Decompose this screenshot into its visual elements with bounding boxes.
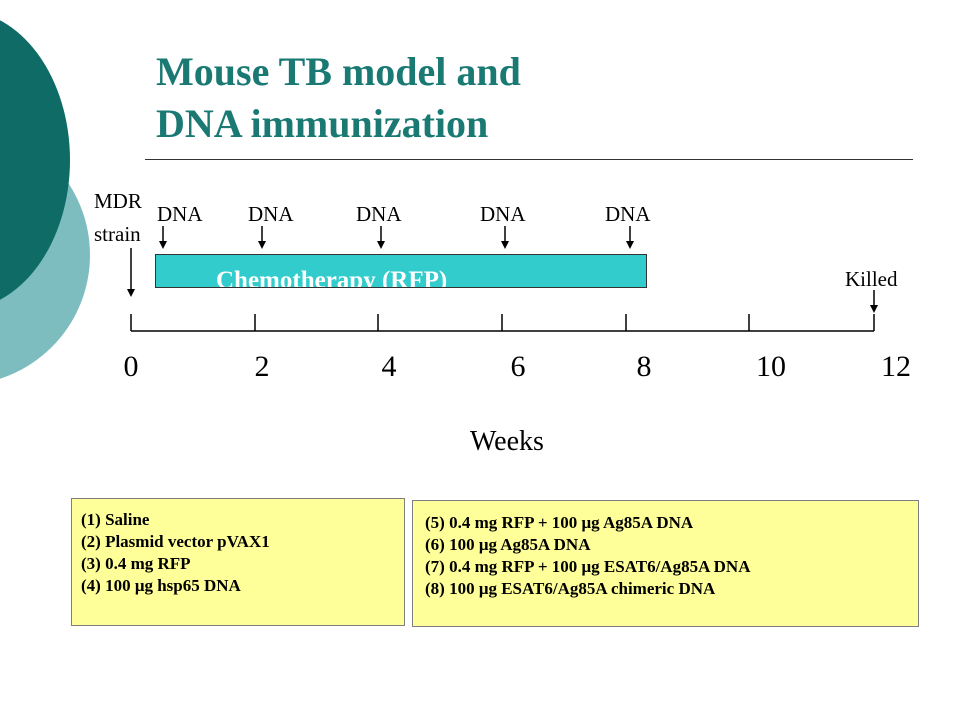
group-item-7: (7) 0.4 mg RFP + 100 μg ESAT6/Ag85A DNA — [425, 557, 751, 576]
tick-label-8: 8 — [636, 350, 652, 383]
tick-label-6: 6 — [510, 350, 526, 383]
axis-label-weeks: Weeks — [470, 426, 544, 457]
title-divider — [145, 159, 913, 160]
dna-label-3: DNA — [356, 202, 402, 226]
group-item-4: (4) 100 μg hsp65 DNA — [81, 576, 241, 595]
tick-label-4: 4 — [381, 350, 397, 383]
group-item-5: (5) 0.4 mg RFP + 100 μg Ag85A DNA — [425, 513, 694, 532]
tick-label-12: 12 — [881, 350, 911, 383]
chemotherapy-label: Chemotherapy (RFP) — [216, 267, 448, 288]
dna-label-4: DNA — [480, 202, 526, 226]
dna-label-2: DNA — [248, 202, 294, 226]
group-item-2: (2) Plasmid vector pVAX1 — [81, 532, 270, 551]
dna-label-5: DNA — [605, 202, 651, 226]
group-item-3: (3) 0.4 mg RFP — [81, 554, 191, 573]
group-item-1: (1) Saline — [81, 510, 150, 529]
group-item-6: (6) 100 μg Ag85A DNA — [425, 535, 591, 554]
killed-label: Killed — [845, 267, 898, 291]
mdr-label: MDR — [94, 189, 142, 213]
groups-box-left: (1) Saline (2) Plasmid vector pVAX1 (3) … — [71, 498, 405, 626]
dna-label-1: DNA — [157, 202, 203, 226]
title-line-2: DNA immunization — [156, 101, 489, 146]
groups-box-right: (5) 0.4 mg RFP + 100 μg Ag85A DNA (6) 10… — [412, 500, 919, 627]
tick-label-0: 0 — [123, 350, 139, 383]
group-item-8: (8) 100 μg ESAT6/Ag85A chimeric DNA — [425, 579, 716, 598]
tick-label-10: 10 — [756, 350, 786, 383]
tick-label-2: 2 — [254, 350, 270, 383]
title-line-1: Mouse TB model and — [156, 49, 521, 94]
strain-label: strain — [94, 222, 141, 246]
chemotherapy-bar: Chemotherapy (RFP) — [155, 254, 647, 288]
page-title: Mouse TB model and DNA immunization — [156, 46, 521, 150]
decor-circle-dark — [0, 20, 70, 300]
